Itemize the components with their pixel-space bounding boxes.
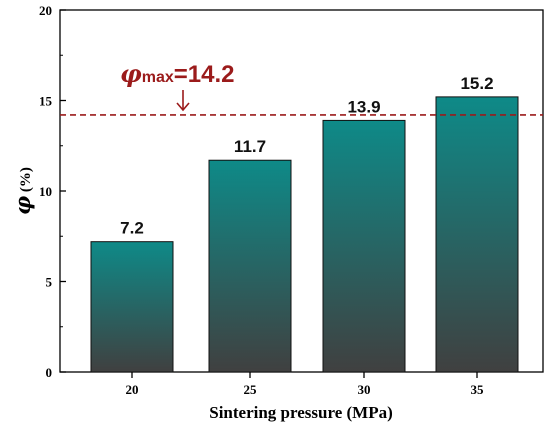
ref-arrow: [176, 90, 190, 112]
y-tick-label: 10: [39, 184, 52, 199]
data-labels: 7.2 11.7 13.9 15.2: [120, 74, 493, 238]
data-label-35: 15.2: [460, 74, 493, 93]
y-tick-label: 15: [39, 94, 53, 109]
x-axis: 20 25 30 35: [126, 372, 485, 397]
x-tick-label: 20: [126, 382, 139, 397]
data-label-30: 13.9: [347, 97, 380, 116]
data-label-25: 11.7: [234, 137, 266, 156]
bar-20: [90, 241, 174, 373]
ref-symbol: φ: [120, 59, 142, 88]
data-label-20: 7.2: [120, 219, 144, 238]
y-axis-unit: (%): [18, 167, 34, 196]
y-tick-label: 20: [39, 3, 52, 18]
ref-value: =14.2: [174, 61, 235, 88]
y-axis-symbol: φ: [10, 196, 35, 215]
y-axis: 0 5 10 15 20: [39, 3, 66, 380]
x-tick-label: 25: [244, 382, 258, 397]
bar-25: [208, 159, 292, 373]
x-tick-label: 30: [358, 382, 371, 397]
x-tick-label: 35: [471, 382, 485, 397]
bar-30: [322, 119, 406, 373]
max-reference-label: φmax=14.2: [120, 59, 234, 88]
bar-35: [435, 96, 519, 373]
y-tick-label: 0: [46, 365, 53, 380]
y-axis-title: φ (%): [10, 167, 35, 215]
y-tick-label: 5: [46, 275, 53, 290]
x-axis-title: Sintering pressure (MPa): [209, 403, 393, 422]
ref-subscript: max: [142, 69, 174, 86]
bars-group: [90, 96, 519, 373]
